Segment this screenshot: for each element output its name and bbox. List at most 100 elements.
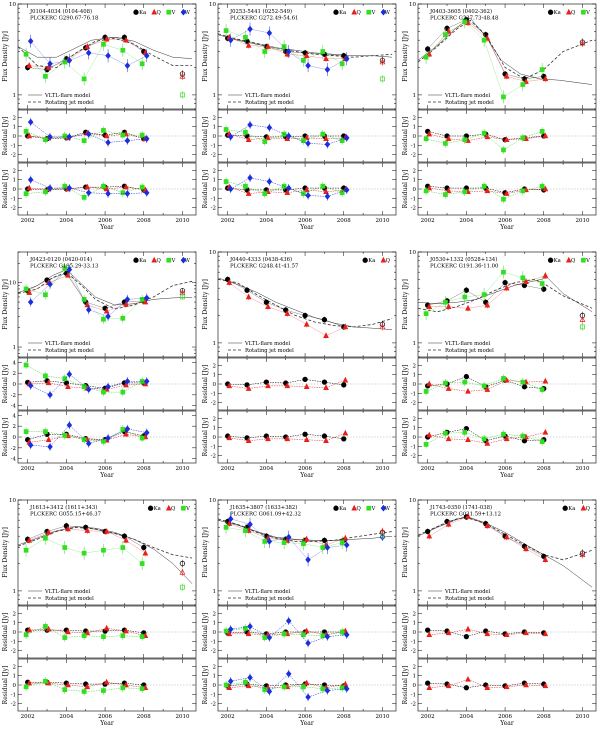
legend-jet-label: Rotating jet model (245, 348, 294, 354)
y-tick-label: 10 (9, 498, 16, 504)
legend-symbol-V (581, 9, 586, 15)
residual-point-V (139, 184, 145, 190)
y-tick-label: 1 (413, 125, 417, 131)
flux-axis-label: Flux Density [Jy] (2, 527, 9, 578)
residual-point-Q (503, 190, 510, 196)
y-tick-label: 0 (413, 187, 417, 193)
y-tick-label: 1 (13, 178, 17, 184)
late-point-Q (579, 316, 586, 322)
legend-symbol-W (380, 504, 387, 512)
data-point-V (539, 67, 545, 72)
residual-point-V (443, 141, 448, 146)
data-point-V (243, 528, 248, 534)
data-point-Q (503, 533, 510, 540)
series-line-Q (429, 22, 546, 82)
y-tick-label: -2 (11, 702, 16, 708)
residual-point-V (243, 129, 248, 135)
y-tick-label: 2 (413, 115, 417, 121)
residual-point-V (443, 380, 448, 386)
residual-point-Q (542, 132, 549, 139)
residual-point-W (66, 133, 73, 141)
residual-point-V (62, 635, 68, 640)
data-point-Ka (463, 287, 470, 293)
source-panel-4: 1 10 J0423-0120 (0420-014)PLCKERC G195.29-… (2, 251, 197, 479)
flare-model-line (217, 277, 393, 330)
data-point-V (223, 28, 229, 33)
data-point-V (23, 286, 29, 292)
legend-symbol-Q (151, 256, 158, 263)
residual-point-Q (503, 136, 510, 142)
legend-label-Q: Q (356, 10, 361, 16)
y-tick-label: 10 (409, 250, 416, 256)
residual-jet-panel: -4 -2 0 2 4 2002 2004 2006 2008 2010 Residual [Jy] (2, 410, 197, 472)
legend-flare-label: VLTL-flare model (244, 93, 291, 99)
data-point-V (139, 561, 145, 566)
residual-point-W (266, 178, 273, 185)
residual-point-V (462, 189, 468, 195)
x-tick-label: 2002 (221, 466, 235, 472)
y-tick-label: -2 (211, 649, 216, 655)
residual-jet-panel: -2 -1 0 1 2 2002 2004 2006 2008 2010 Residual [Jy] (402, 162, 597, 224)
residual-point-Q (103, 624, 110, 631)
jet-model-line (217, 33, 393, 58)
legend-jet-label: Rotating jet model (445, 596, 494, 602)
residual-point-Q (484, 187, 491, 194)
y-tick-label: 0 (213, 435, 217, 441)
y-tick-label: 2 (13, 115, 17, 121)
residual-point-Q (265, 134, 271, 141)
legend-label-V: V (171, 258, 176, 264)
y-tick-label: -1 (411, 444, 416, 450)
x-tick-label: 2002 (221, 714, 235, 720)
legend-symbol-W (180, 256, 187, 264)
residual-point-Q (426, 631, 433, 638)
data-point-V (223, 525, 229, 530)
data-point-V (101, 316, 106, 322)
residual-point-Q (226, 684, 233, 691)
data-point-Ka (121, 533, 128, 539)
x-tick-label: 2010 (175, 218, 189, 224)
legend-jet-label: Rotating jet model (45, 596, 94, 602)
jet-model-line (417, 278, 593, 313)
residual-axis-label: Residual [Jy] (202, 365, 209, 404)
residual-point-Q (303, 679, 310, 686)
residual-point-Q (465, 436, 471, 443)
y-tick-label: -2 (11, 206, 16, 212)
residual-point-V (120, 633, 126, 639)
x-tick-label: 2006 (298, 466, 312, 472)
residual-point-V (443, 192, 448, 197)
data-point-Q (284, 310, 291, 316)
data-point-V (243, 34, 248, 40)
residual-point-Q (303, 627, 310, 634)
data-point-V (62, 59, 68, 65)
residual-point-V (501, 196, 506, 202)
legend-label-Ka: Ka (139, 258, 147, 264)
data-point-Ka (425, 528, 431, 535)
residual-point-Q (284, 189, 291, 195)
legend-symbol-Ka (562, 505, 568, 511)
axis-frame (17, 3, 197, 110)
axis-frame (417, 499, 597, 606)
residual-point-Q (445, 435, 452, 442)
data-point-V (481, 292, 487, 297)
x-tick-label: 2010 (375, 714, 389, 720)
x-axis-label: Year (299, 472, 314, 479)
y-tick-label: -1 (211, 639, 216, 645)
legend-label-W: W (185, 258, 191, 264)
y-tick-label: 0 (13, 435, 17, 441)
legend-flare-label: VLTL-flare model (44, 589, 91, 595)
data-point-Q (484, 522, 491, 529)
y-tick-label: -2 (11, 446, 16, 452)
legend-jet-label: Rotating jet model (445, 348, 494, 354)
residual-point-V (462, 430, 468, 435)
x-tick-label: 2008 (337, 218, 351, 224)
residual-point-W (124, 137, 131, 144)
residual-point-Q (65, 628, 71, 635)
late-point-Ka (179, 560, 186, 567)
x-axis-label: Year (499, 720, 514, 727)
flare-model-line (17, 526, 193, 584)
data-point-V (120, 315, 126, 321)
data-point-V (423, 54, 429, 60)
